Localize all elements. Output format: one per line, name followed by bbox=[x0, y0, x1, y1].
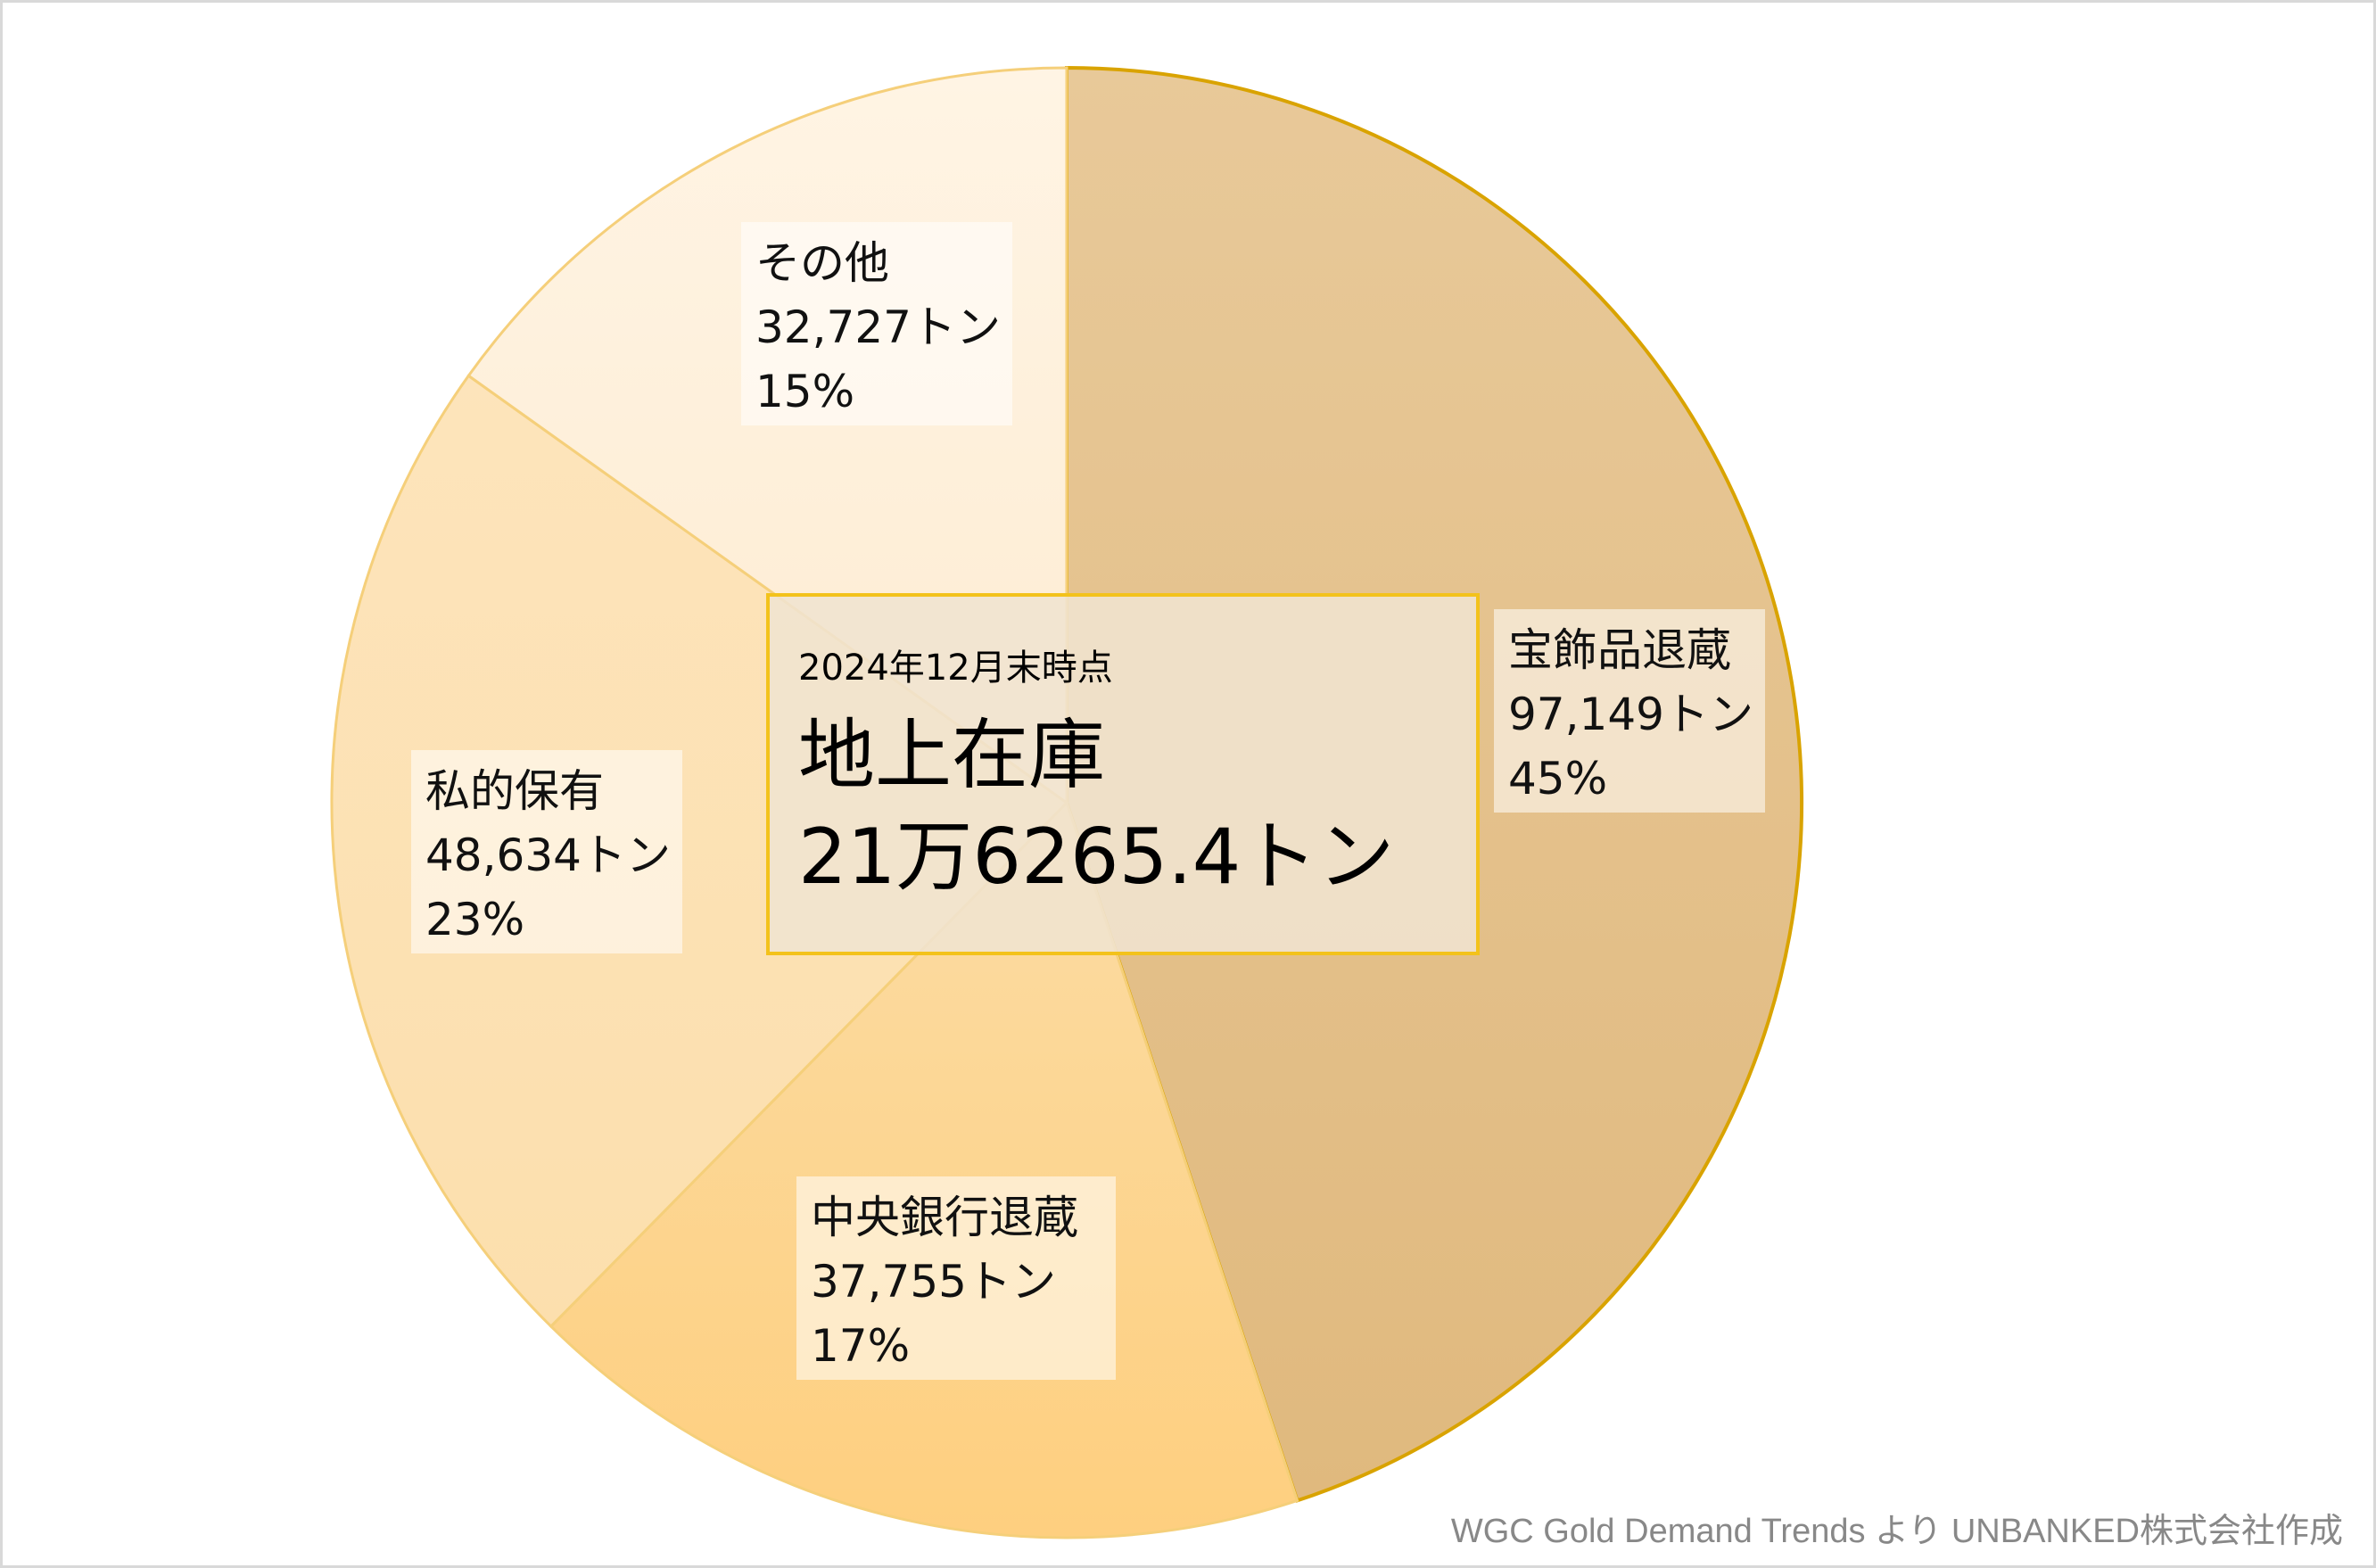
slice-percent: 45% bbox=[1508, 753, 1608, 805]
slice-name: その他 bbox=[755, 237, 889, 289]
slice-name: 私的保有 bbox=[425, 765, 604, 817]
slice-label-other: その他 32,727トン 15% bbox=[741, 222, 1012, 425]
slice-value: 48,634トン bbox=[425, 829, 671, 881]
center-title: 地上在庫 bbox=[798, 711, 1105, 800]
slice-percent: 15% bbox=[755, 366, 855, 417]
slice-label-central-bank: 中央銀行退蔵 37,755トン 17% bbox=[796, 1176, 1116, 1380]
slice-value: 97,149トン bbox=[1508, 689, 1753, 740]
slice-percent: 17% bbox=[811, 1320, 911, 1372]
slice-value: 37,755トン bbox=[811, 1256, 1056, 1308]
center-annotation-box: 2024年12月末時点 地上在庫 21万6265.4トン bbox=[766, 593, 1480, 955]
slice-label-jewelry: 宝飾品退蔵 97,149トン 45% bbox=[1494, 609, 1765, 813]
as-of-date-note: 2024年12月末時点 bbox=[798, 648, 1113, 689]
total-stock-value: 21万6265.4トン bbox=[798, 813, 1395, 902]
slice-name: 中央銀行退蔵 bbox=[811, 1192, 1078, 1243]
slice-name: 宝飾品退蔵 bbox=[1508, 624, 1731, 676]
slice-label-private: 私的保有 48,634トン 23% bbox=[411, 750, 682, 953]
slice-percent: 23% bbox=[425, 894, 525, 945]
source-credit: WGC Gold Demand Trends より UNBANKED株式会社作成 bbox=[1450, 1513, 2343, 1550]
slice-value: 32,727トン bbox=[755, 301, 1001, 353]
pie-slice-private bbox=[330, 374, 1069, 1329]
